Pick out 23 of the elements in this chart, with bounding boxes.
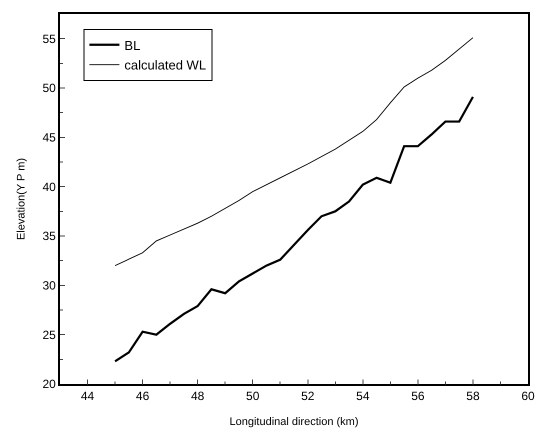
y-tick-label: 55 xyxy=(42,32,56,46)
x-tick-label: 46 xyxy=(136,389,150,404)
y-axis-title: Elevation(Y P m) xyxy=(16,158,28,240)
x-tick-label: 44 xyxy=(80,389,95,404)
x-tick-label: 58 xyxy=(466,389,480,404)
y-tick-label: 45 xyxy=(42,130,56,145)
line-series xyxy=(114,96,474,362)
y-tick-label: 35 xyxy=(42,229,56,244)
y-tick-label: 30 xyxy=(42,278,56,293)
x-tick-label: 52 xyxy=(301,389,315,404)
x-tick-label: 48 xyxy=(190,389,205,404)
x-tick-label: 50 xyxy=(246,389,260,404)
y-tick-label: 25 xyxy=(42,328,56,342)
y-tick-label: 50 xyxy=(42,81,56,96)
x-axis-title: Longitudinal direction (km) xyxy=(229,416,359,428)
y-tick-label: 40 xyxy=(42,180,56,194)
x-tick-label: 54 xyxy=(356,389,370,404)
line-series xyxy=(114,37,474,266)
legend-label: calculated WL xyxy=(124,58,206,73)
x-tick-label: 60 xyxy=(521,389,535,404)
y-tick-label: 20 xyxy=(42,377,56,392)
legend-label: BL xyxy=(124,38,140,53)
x-tick-label: 56 xyxy=(411,389,425,404)
